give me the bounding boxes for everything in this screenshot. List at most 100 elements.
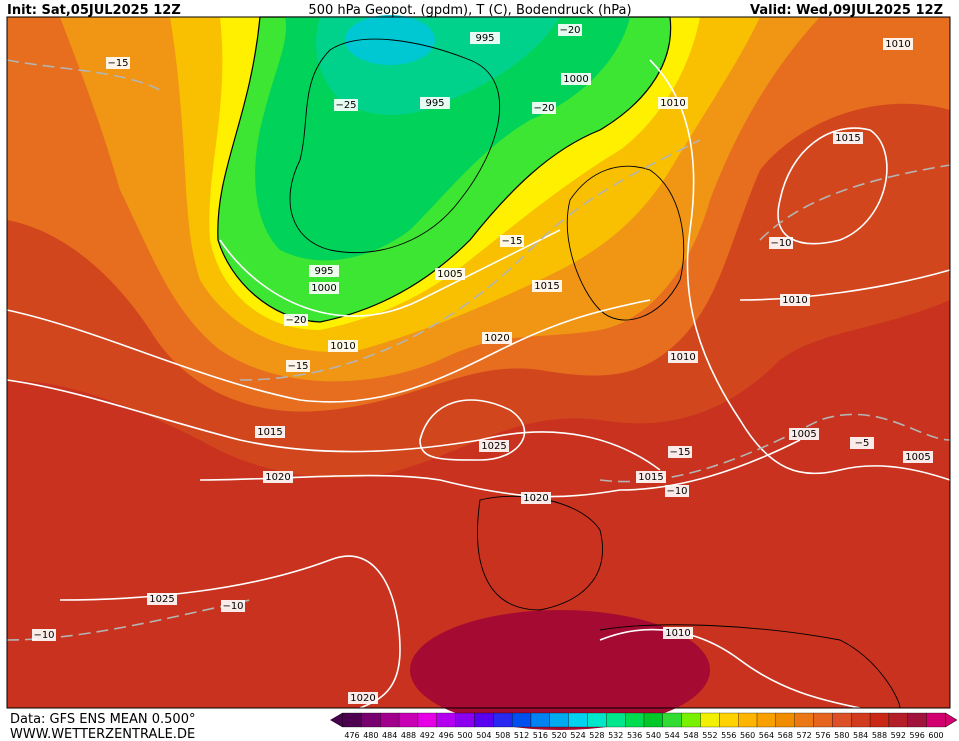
colorbar-label: 520 <box>552 731 567 740</box>
temperature-label: −15 <box>287 361 308 372</box>
pressure-label: 1010 <box>782 295 807 306</box>
label-box <box>500 235 524 247</box>
temperature-label: −10 <box>222 601 243 612</box>
colorbar-end <box>945 712 958 728</box>
temperature-label: −15 <box>107 58 128 69</box>
colorbar-swatch <box>568 712 588 728</box>
pressure-label: 1020 <box>523 493 548 504</box>
isotherm <box>599 413 951 483</box>
colorbar-swatch <box>662 712 682 728</box>
colorbar-label: 540 <box>646 731 661 740</box>
label-box <box>789 428 819 440</box>
colorbar-label: 524 <box>570 731 585 740</box>
colorbar-label: 512 <box>514 731 529 740</box>
temperature-label: −15 <box>669 447 690 458</box>
label-box <box>850 437 874 449</box>
colorbar-swatch <box>417 712 437 728</box>
pressure-label: 1010 <box>660 98 685 109</box>
pressure-label: 1005 <box>791 429 816 440</box>
colorbar-swatch <box>681 712 701 728</box>
isobar <box>777 127 888 245</box>
colorbar-swatch <box>756 712 777 728</box>
pressure-label: 1010 <box>670 352 695 363</box>
colorbar-swatch <box>530 712 550 728</box>
temperature-label: −20 <box>533 103 554 114</box>
labels: 995 1000 995 1010 1010 1015 995 1000 1005 1015 101… <box>32 24 933 704</box>
colorbar-swatch <box>455 712 475 728</box>
temperature-label: −10 <box>33 630 54 641</box>
colorbar-swatch <box>851 712 871 728</box>
colorbar-swatch <box>738 712 758 728</box>
label-box <box>263 471 293 483</box>
label-box <box>147 593 177 605</box>
isotherm <box>239 139 701 381</box>
colorbar-swatch <box>643 712 663 728</box>
pressure-label: 1000 <box>563 74 588 85</box>
pressure-label: 1010 <box>330 341 355 352</box>
label-box <box>221 600 245 612</box>
colorbar-label: 484 <box>382 731 397 740</box>
colorbar-swatch <box>907 712 927 728</box>
colorbar-label: 548 <box>683 731 698 740</box>
pressure-label: 1020 <box>350 693 375 704</box>
label-box <box>309 265 339 277</box>
label-box <box>255 426 285 438</box>
isotherm <box>759 164 951 241</box>
isobar <box>599 628 861 709</box>
colorbar-swatch <box>926 712 946 728</box>
colorbar-label: 496 <box>439 731 454 740</box>
isobar <box>6 379 661 471</box>
colorbar-swatch <box>361 712 381 728</box>
colorbar-label: 504 <box>476 731 491 740</box>
colorbar-label: 532 <box>608 731 623 740</box>
label-box <box>532 280 562 292</box>
label-box <box>521 492 551 504</box>
colorbar: 476 480 484 488 492 496 500 504 508 512 516 520 524 5… <box>330 712 958 740</box>
colorbar-label: 572 <box>796 731 811 740</box>
label-box <box>328 340 358 352</box>
isotherm <box>6 59 161 91</box>
colorbar-label: 580 <box>834 731 849 740</box>
pressure-label: 1015 <box>835 133 860 144</box>
colorbar-label: 536 <box>627 731 642 740</box>
colorbar-swatch <box>832 712 852 728</box>
colorbar-label: 508 <box>495 731 510 740</box>
isobar <box>419 399 526 461</box>
colorbar-label: 500 <box>457 731 472 740</box>
label-box <box>420 97 450 109</box>
init-time: Init: Sat,05JUL2025 12Z <box>7 3 181 18</box>
label-box <box>284 314 308 326</box>
pressure-label: 1010 <box>665 628 690 639</box>
pressure-label: 1020 <box>265 472 290 483</box>
colorbar-swatch <box>869 712 890 728</box>
label-box <box>479 440 509 452</box>
isobar <box>219 229 561 317</box>
label-box <box>32 629 56 641</box>
colorbar-label: 576 <box>815 731 830 740</box>
colorbar-label: 596 <box>910 731 925 740</box>
label-box <box>558 24 582 36</box>
colorbar-label: 476 <box>344 731 359 740</box>
colorbar-label: 588 <box>872 731 887 740</box>
label-box <box>286 360 310 372</box>
colorbar-swatch <box>511 712 532 728</box>
coastline <box>566 165 685 321</box>
colorbar-label: 480 <box>363 731 378 740</box>
pressure-label: 1020 <box>484 333 509 344</box>
colorbar-swatch <box>606 712 626 728</box>
colorbar-swatch <box>436 712 456 728</box>
colorbar-swatch <box>625 712 645 728</box>
field <box>410 610 710 730</box>
label-box <box>309 282 339 294</box>
label-box <box>106 57 130 69</box>
temperature-label: −10 <box>770 238 791 249</box>
colorbar-label: 492 <box>420 731 435 740</box>
colorbar-swatch <box>813 712 833 728</box>
temperature-label: −10 <box>666 486 687 497</box>
pressure-label: 995 <box>475 33 494 44</box>
label-box <box>665 485 689 497</box>
colorbar-swatch <box>888 712 908 728</box>
label-box <box>561 73 591 85</box>
label-box <box>903 451 933 463</box>
